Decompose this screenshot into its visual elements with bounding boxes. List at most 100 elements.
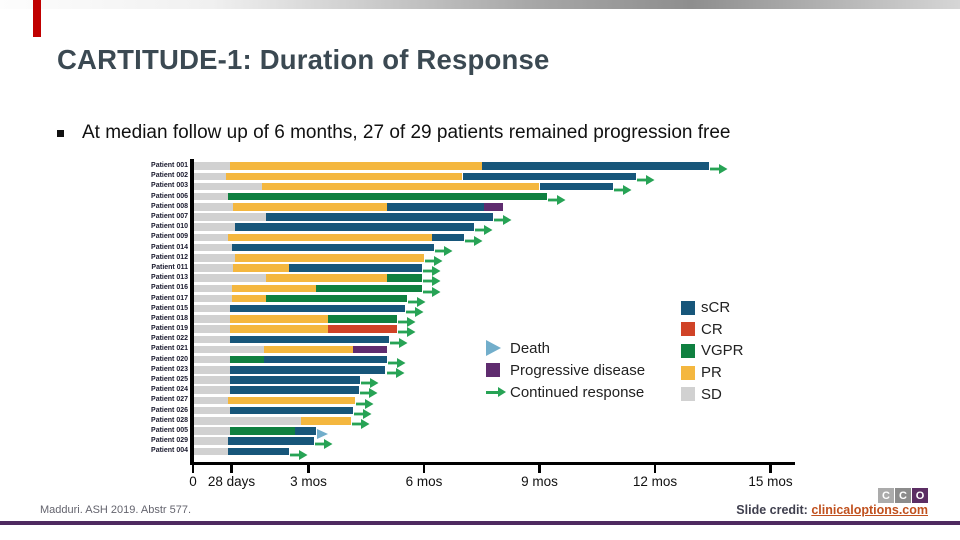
- continued-response-arrow-icon: [613, 182, 632, 200]
- slide-credit: Slide credit: clinicaloptions.com: [736, 503, 928, 517]
- bar-segment-SD: [193, 172, 226, 181]
- top-gradient-bar: [0, 0, 960, 9]
- cco-logo-letter: O: [912, 488, 928, 503]
- continued-response-arrow-icon: [475, 222, 493, 240]
- patient-bar-track: [193, 223, 782, 236]
- continued-response-arrow-icon: [434, 243, 453, 261]
- death-triangle-icon: [317, 426, 329, 444]
- patient-bar-track: [193, 437, 782, 450]
- patient-label: Patient 002: [151, 172, 188, 180]
- bar-segment-sCR: [431, 233, 465, 242]
- bar-segment-VGPR: [316, 284, 423, 293]
- patient-label: Patient 016: [151, 284, 188, 292]
- legend-swatch-SD: [681, 387, 695, 402]
- patient-bar-track: [193, 376, 782, 389]
- continued-response-arrow-icon: [353, 406, 372, 424]
- bar-segment-SD: [193, 396, 228, 405]
- bar-segment-SD: [193, 406, 230, 415]
- patient-label: Patient 022: [151, 335, 188, 343]
- patient-bar-track: [193, 366, 782, 379]
- axis-tick: [230, 465, 233, 473]
- bullet-square-icon: [57, 130, 64, 137]
- bar-segment-SD: [193, 366, 230, 374]
- bar-segment-SD: [193, 223, 236, 231]
- legend-swatch-VGPR: [681, 343, 695, 358]
- patient-row: Patient 014: [142, 243, 782, 256]
- patient-bar-track: [193, 335, 782, 348]
- slide-credit-label: Slide credit:: [736, 503, 808, 517]
- bar-segment-SD: [193, 325, 230, 333]
- marker-key-death: Death: [486, 337, 645, 359]
- bar-segment-PR: [300, 417, 351, 425]
- patient-label: Patient 027: [151, 396, 188, 404]
- page-title: CARTITUDE-1: Duration of Response: [57, 44, 550, 75]
- bar-segment-VGPR: [229, 355, 265, 364]
- bar-segment-PR: [227, 396, 355, 405]
- patient-bar-track: [193, 315, 782, 328]
- patient-bar-track: [193, 325, 782, 338]
- axis-tick-label: 12 mos: [632, 474, 678, 489]
- continued-response-arrow-icon: [405, 304, 424, 322]
- citation: Madduri. ASH 2019. Abstr 577.: [40, 504, 192, 516]
- patient-bar-track: [193, 182, 782, 195]
- bar-segment-SD: [193, 192, 228, 201]
- bar-segment-sCR: [229, 406, 353, 415]
- patient-label: Patient 007: [151, 213, 188, 221]
- legend-item-CR: CR: [681, 319, 744, 341]
- bar-segment-SD: [193, 203, 234, 211]
- bar-segment-sCR: [229, 386, 359, 394]
- legend-swatch-sCR: [681, 300, 695, 315]
- bar-segment-sCR: [227, 447, 290, 456]
- patient-row: Patient 015: [142, 304, 782, 317]
- patient-bar-track: [193, 243, 782, 256]
- bar-segment-sCR: [231, 243, 434, 252]
- death-triangle-icon: [486, 340, 510, 356]
- patient-bar-track: [193, 396, 782, 409]
- patient-bar-track: [193, 162, 782, 175]
- continued-response-arrow-icon: [361, 375, 379, 393]
- patient-row: Patient 018: [142, 314, 782, 328]
- bar-segment-sCR: [387, 203, 484, 211]
- continued-response-arrow-icon: [423, 263, 441, 281]
- continued-response-arrow-icon: [315, 436, 333, 454]
- continued-response-arrow-icon: [423, 273, 441, 291]
- x-axis-line: [190, 461, 795, 465]
- bar-segment-sCR: [539, 182, 613, 191]
- continued-response-arrow-icon: [709, 161, 728, 179]
- patient-label: Patient 019: [151, 325, 188, 333]
- cco-logo: C C O: [877, 488, 928, 503]
- patient-row: Patient 003: [142, 181, 782, 195]
- axis-tick: [769, 465, 772, 473]
- patient-row: Patient 009: [142, 232, 782, 246]
- legend-label: CR: [701, 320, 723, 338]
- patient-label: Patient 006: [151, 192, 188, 200]
- patient-row: Patient 001: [142, 161, 782, 175]
- bar-segment-PR: [264, 345, 353, 354]
- legend-label: PR: [701, 364, 722, 382]
- bar-segment-SD: [193, 243, 232, 252]
- patient-label: Patient 025: [151, 376, 188, 384]
- axis-tick: [307, 465, 310, 473]
- axis-tick: [191, 465, 195, 473]
- bar-segment-sCR: [235, 223, 475, 231]
- bar-segment-PR: [227, 233, 432, 242]
- continued-response-arrow-icon: [486, 387, 510, 397]
- bar-segment-PD: [483, 203, 503, 211]
- bar-segment-sCR: [266, 213, 494, 221]
- legend-item-SD: SD: [681, 383, 744, 405]
- patient-label: Patient 011: [151, 263, 188, 271]
- bullet-point: At median follow up of 6 months, 27 of 2…: [57, 122, 731, 144]
- bar-segment-SD: [193, 335, 230, 344]
- continued-response-arrow-icon: [351, 416, 370, 434]
- bar-segment-PR: [231, 294, 267, 303]
- patient-label: Patient 023: [151, 365, 188, 373]
- patient-row: Patient 005: [142, 426, 782, 440]
- bar-segment-VGPR: [229, 427, 295, 435]
- bar-segment-SD: [193, 355, 230, 364]
- patient-label: Patient 001: [151, 162, 188, 170]
- slide-credit-link[interactable]: clinicaloptions.com: [811, 503, 928, 517]
- bar-segment-SD: [193, 417, 301, 425]
- bar-segment-SD: [193, 345, 265, 354]
- bar-segment-sCR: [462, 172, 636, 181]
- patient-label: Patient 015: [151, 304, 188, 312]
